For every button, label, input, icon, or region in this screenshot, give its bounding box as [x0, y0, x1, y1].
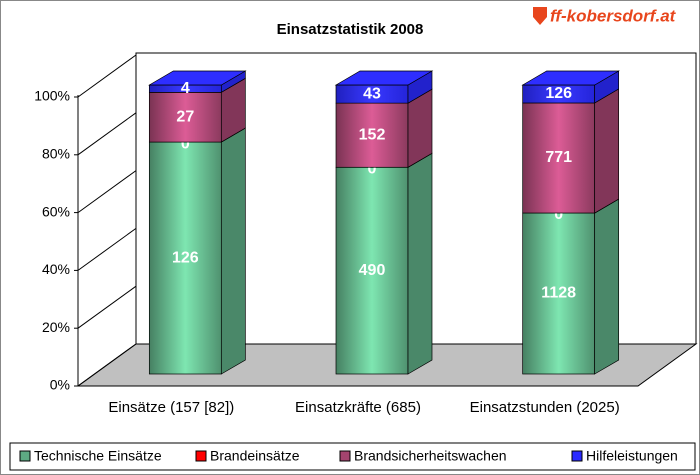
grid-line [77, 343, 137, 387]
grid-line [77, 54, 137, 98]
legend-label: Technische Einsätze [34, 448, 162, 464]
y-tick-label: 0% [50, 377, 70, 393]
y-tick-label: 40% [42, 261, 70, 277]
legend-label: Hilfeleistungen [586, 448, 678, 464]
bar-segment [334, 70, 434, 104]
x-tick-label: Einsätze (157 [82]) [108, 399, 234, 416]
x-tick-label: Einsatzkräfte (685) [295, 399, 421, 416]
bar-segment [335, 88, 433, 168]
bar-segment [148, 70, 247, 93]
back-wall [135, 52, 697, 344]
legend-marker [339, 450, 351, 462]
bar-segment [522, 88, 620, 214]
logo [533, 7, 547, 25]
grid-line [77, 112, 137, 156]
data-label: 152 [359, 126, 386, 143]
y-tick-label: 20% [42, 319, 70, 335]
legend-label: Brandeinsätze [210, 448, 300, 464]
bar-segment [148, 127, 246, 375]
legend-marker [19, 450, 31, 462]
data-label: 126 [172, 249, 199, 266]
grid-line [77, 170, 137, 214]
chart-title: Einsatzstatistik 2008 [277, 21, 424, 38]
y-tick-label: 100% [34, 88, 70, 104]
grid-line [77, 227, 137, 271]
data-label: 771 [545, 149, 572, 166]
bar-segment [521, 70, 620, 104]
legend-marker [571, 450, 583, 462]
bar-segment [148, 77, 246, 143]
data-label: 1128 [541, 285, 576, 302]
legend-marker [195, 450, 207, 462]
y-tick-label: 60% [42, 203, 70, 219]
y-tick-label: 80% [42, 146, 70, 162]
bar-segment [522, 198, 620, 375]
watermark: ff-kobersdorf.at [550, 6, 677, 25]
data-label: 0 [554, 206, 563, 223]
x-tick-label: Einsatzstunden (2025) [470, 399, 620, 416]
data-label: 490 [359, 262, 386, 279]
data-label: 0 [368, 160, 377, 177]
data-label: 43 [363, 85, 381, 102]
data-label: 0 [181, 135, 190, 152]
grid-line [77, 285, 137, 329]
legend-label: Brandsicherheitswachen [354, 448, 507, 464]
data-label: 4 [181, 80, 190, 97]
data-label: 126 [545, 85, 572, 102]
data-label: 27 [176, 108, 194, 125]
bar-segment [335, 152, 433, 375]
